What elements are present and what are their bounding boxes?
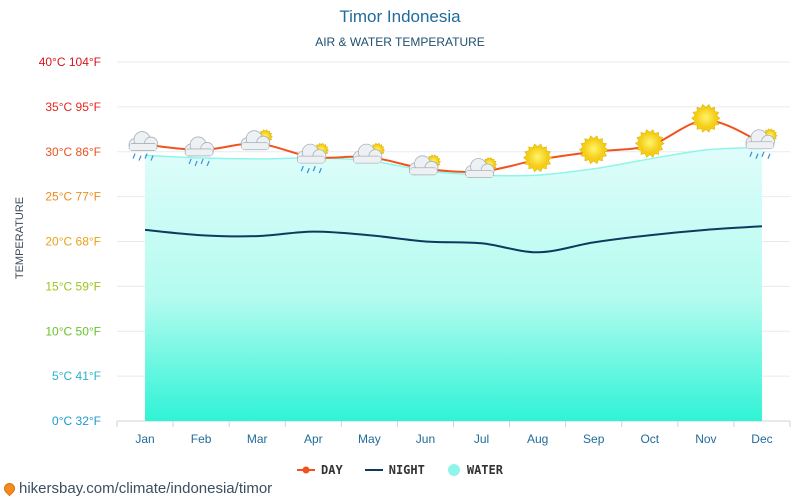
x-tick-label: Jul	[474, 432, 489, 446]
x-tick-label: Oct	[640, 432, 659, 446]
y-tick-label: 15°C 59°F	[45, 279, 101, 293]
footer-text: hikersbay.com/climate/indonesia/timor	[19, 480, 273, 497]
y-tick-label: 35°C 95°F	[45, 100, 101, 114]
location-pin-icon	[1, 480, 18, 497]
cloud-rain-icon	[128, 131, 158, 161]
sun-icon	[522, 143, 553, 173]
legend-item-water[interactable]: WATER	[447, 463, 503, 477]
y-axis-label: TEMPERATURE	[14, 196, 26, 280]
y-axis-ticks: 0°C 32°F 5°C 41°F 10°C 50°F 15°C 59°F 20°C 6…	[39, 55, 101, 428]
y-tick-label: 40°C 104°F	[39, 55, 101, 69]
footer-link[interactable]: hikersbay.com/climate/indonesia/timor	[1, 480, 273, 497]
y-tick-label: 0°C 32°F	[52, 414, 101, 428]
x-tick-label: Dec	[751, 432, 772, 446]
x-axis-ticks: Jan Feb Mar Apr May Jun Jul Aug Sep Oct Nov Dec	[116, 421, 791, 446]
cloud-sun-icon	[465, 157, 498, 178]
legend-item-day[interactable]: DAY	[297, 463, 343, 477]
y-tick-label: 20°C 68°F	[45, 235, 101, 249]
cloud-sun-rain-icon	[745, 128, 778, 159]
x-tick-label: Jun	[416, 432, 435, 446]
legend-label-night: NIGHT	[388, 463, 425, 477]
y-tick-label: 30°C 86°F	[45, 145, 101, 159]
x-tick-label: Apr	[304, 432, 323, 446]
cloud-sun-icon	[240, 129, 273, 151]
cloud-rain-icon	[184, 136, 215, 167]
x-tick-label: Aug	[527, 432, 548, 446]
x-tick-label: Feb	[191, 432, 212, 446]
day-line-swatch-icon	[297, 466, 316, 474]
sun-icon	[578, 135, 609, 165]
sun-icon	[635, 129, 665, 158]
weather-icons	[128, 103, 778, 178]
legend-label-day: DAY	[321, 463, 343, 477]
sun-icon	[691, 103, 721, 133]
chart-title: Timor Indonesia	[339, 7, 461, 26]
night-series-line	[144, 225, 763, 254]
legend: DAY NIGHT WATER	[0, 463, 800, 477]
y-tick-label: 10°C 50°F	[45, 324, 101, 338]
chart-subtitle: AIR & WATER TEMPERATURE	[315, 35, 485, 49]
water-series-line	[145, 146, 762, 177]
x-tick-label: Mar	[247, 432, 268, 446]
water-area	[145, 146, 762, 421]
x-tick-label: Nov	[695, 432, 716, 446]
water-circle-swatch-icon	[447, 464, 460, 476]
legend-item-night[interactable]: NIGHT	[364, 463, 425, 477]
cloud-sun-icon	[352, 142, 386, 164]
x-tick-label: Sep	[583, 432, 605, 446]
legend-label-water: WATER	[466, 463, 503, 477]
x-tick-label: May	[358, 432, 381, 446]
water-area-fill	[145, 147, 762, 421]
cloud-sun-rain-icon	[296, 142, 329, 174]
y-tick-label: 25°C 77°F	[45, 190, 101, 204]
y-tick-label: 5°C 41°F	[52, 369, 101, 383]
cloud-sun-icon	[409, 154, 442, 176]
x-tick-label: Jan	[135, 432, 154, 446]
night-line-swatch-icon	[364, 469, 383, 471]
night-line	[144, 225, 763, 254]
